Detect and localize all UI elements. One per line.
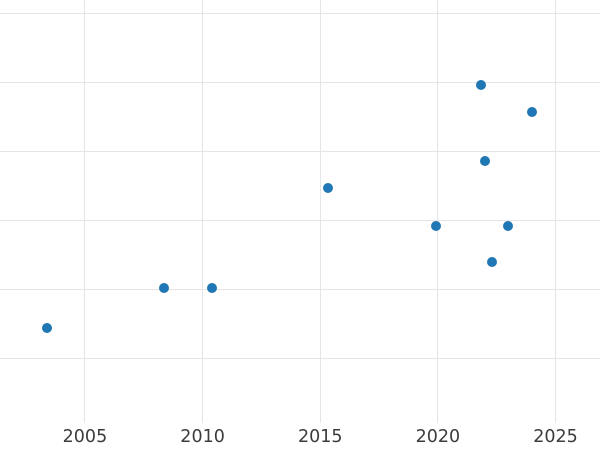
x-tick-label: 2020	[415, 427, 461, 447]
x-tick-label: 2010	[180, 427, 225, 447]
data-point	[480, 156, 491, 167]
x-tick-label: 2025	[533, 427, 578, 447]
h-gridline	[0, 357, 600, 359]
v-gridline	[437, 0, 439, 423]
data-point	[41, 322, 52, 333]
v-gridline	[202, 0, 204, 423]
h-gridline	[0, 150, 600, 152]
data-point	[159, 282, 169, 293]
h-gridline	[0, 219, 600, 221]
x-tick-label: 2005	[62, 427, 108, 447]
x-axis: 2005 2010 2015 2020 2025	[0, 423, 600, 450]
plot-area	[0, 0, 600, 423]
data-point	[487, 256, 498, 267]
h-gridline	[0, 288, 600, 290]
data-point	[476, 79, 487, 90]
h-gridline	[0, 81, 600, 83]
v-gridline	[84, 0, 86, 423]
h-gridline	[0, 12, 600, 14]
data-point	[430, 220, 441, 231]
v-gridline	[555, 0, 557, 423]
data-point	[527, 106, 537, 117]
data-point	[323, 182, 334, 193]
x-tick-label: 2015	[297, 427, 343, 447]
data-point	[503, 220, 513, 231]
v-gridline	[319, 0, 321, 423]
data-point	[206, 282, 217, 293]
